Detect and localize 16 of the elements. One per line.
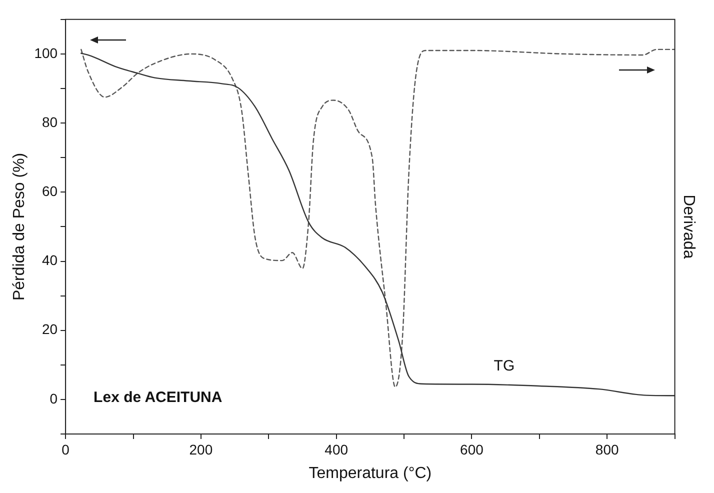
annotation: TG xyxy=(494,358,515,375)
x-tick-label: 0 xyxy=(62,441,70,458)
x-tick-label: 600 xyxy=(460,441,484,458)
y-tick-label: 100 xyxy=(34,44,58,61)
y-tick-label: 60 xyxy=(42,183,58,200)
y-axis-title: Pérdida de Peso (%) xyxy=(11,152,28,301)
y-tick-label: 20 xyxy=(42,321,58,338)
x-tick-label: 800 xyxy=(595,441,619,458)
y-tick-label: 0 xyxy=(50,390,58,406)
y-tick-label: 40 xyxy=(42,252,58,268)
annotation: Lex de ACEITUNA xyxy=(94,389,222,406)
x-tick-label: 400 xyxy=(324,441,348,458)
y2-axis-title: Derivada xyxy=(680,194,697,259)
x-axis-title: Temperatura (°C) xyxy=(308,464,432,482)
y-tick-label: 80 xyxy=(42,114,58,130)
x-tick-label: 200 xyxy=(189,441,213,458)
